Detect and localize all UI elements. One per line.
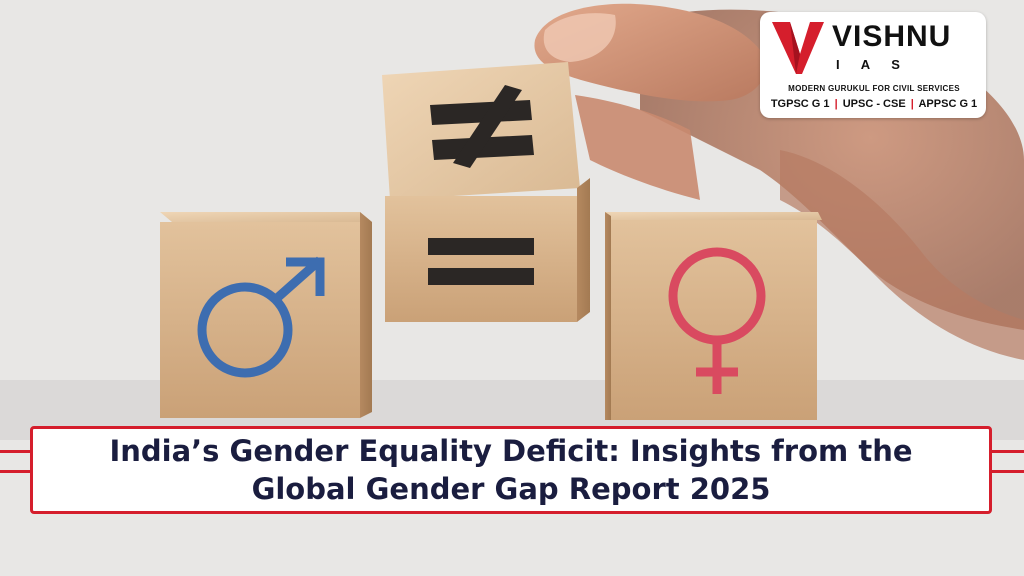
exam-item: TGPSC G 1 (770, 98, 830, 110)
male-symbol-icon (197, 256, 325, 378)
right-stripe-top (990, 450, 1024, 453)
exam-separator: | (834, 98, 838, 110)
brand-name: VISHNU (832, 20, 952, 53)
title-banner: India’s Gender Equality Deficit: Insight… (30, 426, 992, 514)
exam-item: APPSC G 1 (918, 98, 978, 110)
female-cube (605, 212, 822, 420)
title-line-2: Global Gender Gap Report 2025 (251, 472, 771, 506)
left-stripe-bottom (0, 470, 32, 473)
vishnu-logo-icon (772, 22, 824, 74)
page-title: India’s Gender Equality Deficit: Insight… (33, 432, 989, 508)
exam-separator: | (910, 98, 914, 110)
female-symbol-icon (668, 247, 766, 394)
brand-tagline: MODERN GURUKUL FOR CIVIL SERVICES (788, 84, 960, 93)
equals-icon (428, 238, 534, 285)
equality-cube (382, 62, 590, 322)
brand-subtitle: I A S (836, 57, 909, 72)
title-line-1: India’s Gender Equality Deficit: Insight… (109, 434, 913, 468)
not-equal-icon (430, 85, 534, 168)
male-cube (160, 212, 372, 418)
exam-list: TGPSC G 1 | UPSC - CSE | APPSC G 1 (768, 98, 980, 110)
brand-logo: VISHNU I A S MODERN GURUKUL FOR CIVIL SE… (760, 12, 986, 118)
right-stripe-bottom (990, 470, 1024, 473)
exam-item: UPSC - CSE (842, 98, 906, 110)
left-stripe-top (0, 450, 32, 453)
